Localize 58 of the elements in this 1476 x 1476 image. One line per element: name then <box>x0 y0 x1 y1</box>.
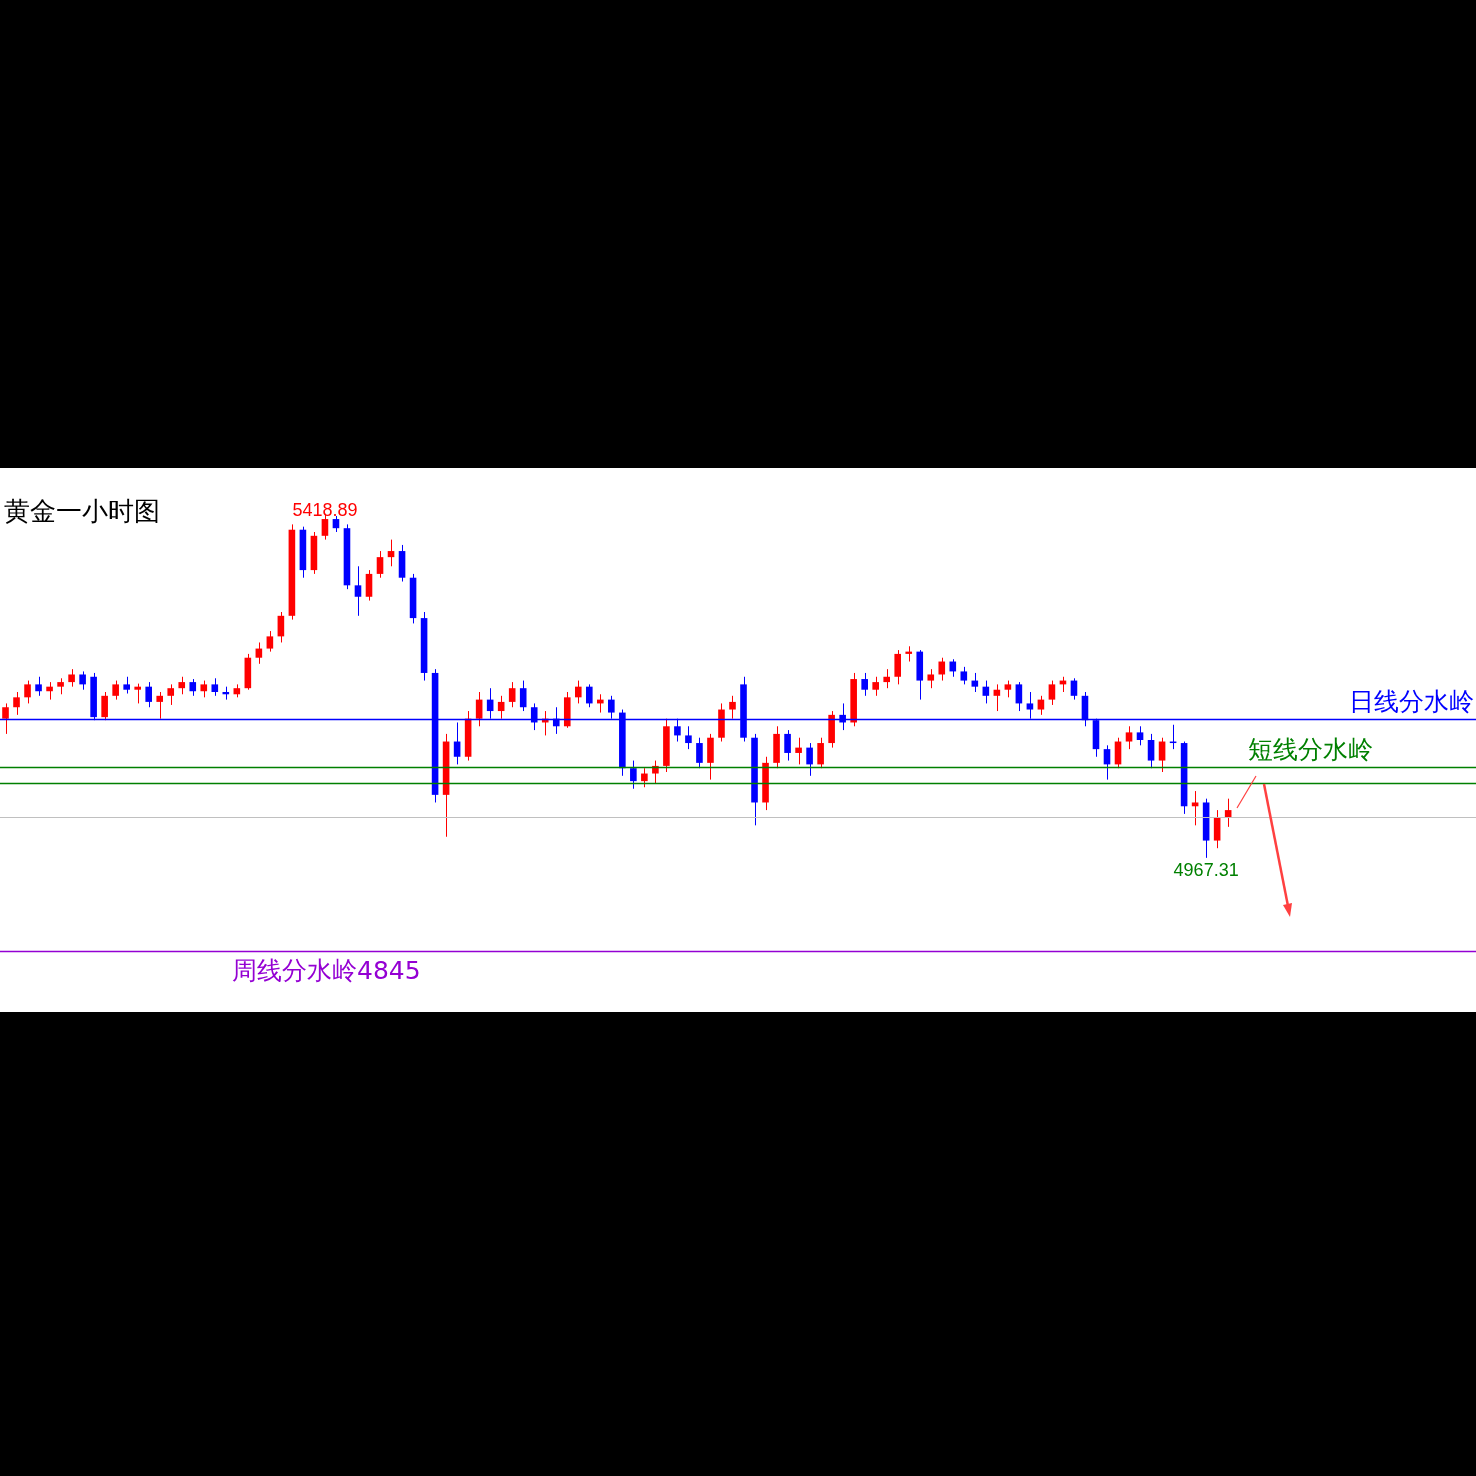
candlestick <box>729 695 736 720</box>
candlestick <box>1125 725 1133 750</box>
candlestick <box>685 725 692 750</box>
candlestick <box>1158 737 1166 773</box>
candlestick <box>927 668 935 689</box>
ref-line-label: 短线分水岭 <box>1248 734 1373 764</box>
candlestick <box>641 767 648 788</box>
candlestick <box>894 649 902 685</box>
candlestick <box>475 691 483 727</box>
candlestick <box>883 668 891 689</box>
candlestick <box>1037 695 1045 716</box>
candlestick <box>905 645 913 663</box>
candlestick <box>993 683 1001 712</box>
annotation: 4967.31 <box>1173 859 1239 880</box>
candlestick <box>1191 790 1199 826</box>
candlestick <box>519 680 527 712</box>
text: 黄金一小时图 <box>4 495 160 528</box>
candlestick <box>365 569 373 602</box>
candlestick <box>112 680 119 701</box>
ref-line-label: 周线分水岭4845 <box>232 955 421 985</box>
candlestick <box>167 683 175 706</box>
candlestick <box>696 737 703 769</box>
candlestick <box>971 672 979 693</box>
candlestick <box>1048 680 1056 706</box>
candlestick <box>1147 733 1155 769</box>
candlestick <box>79 670 86 691</box>
candlestick <box>861 672 868 697</box>
candlestick <box>354 565 362 617</box>
candlestick <box>784 729 791 762</box>
candlestick <box>387 539 395 567</box>
candlestick <box>497 695 505 720</box>
candlestick <box>817 737 824 769</box>
candlestick <box>101 691 108 721</box>
candlestick <box>35 676 42 697</box>
candlestick <box>376 550 384 579</box>
candlestick <box>1015 681 1023 712</box>
candlestick <box>574 680 582 704</box>
candlestick <box>652 760 659 784</box>
candlestick <box>872 676 879 697</box>
candlestick <box>982 680 990 704</box>
candlestick <box>255 641 263 665</box>
candlestick <box>806 742 813 777</box>
candlestick <box>1213 809 1221 849</box>
candlestick <box>13 691 20 716</box>
candlestick <box>938 657 946 682</box>
candlestick <box>266 630 274 653</box>
annotation: 5418.89 <box>292 499 358 520</box>
candlestick <box>795 737 802 765</box>
candlestick <box>2 702 9 735</box>
candlestick <box>145 681 153 708</box>
candlestick <box>508 681 516 708</box>
candlestick <box>630 760 637 790</box>
candlestick <box>24 680 31 704</box>
candlestick <box>585 683 593 708</box>
candlestick <box>156 691 164 720</box>
candlestick <box>1136 725 1144 746</box>
candlestick <box>134 683 141 704</box>
ref-line-label: 日线分水岭 <box>1349 686 1474 716</box>
